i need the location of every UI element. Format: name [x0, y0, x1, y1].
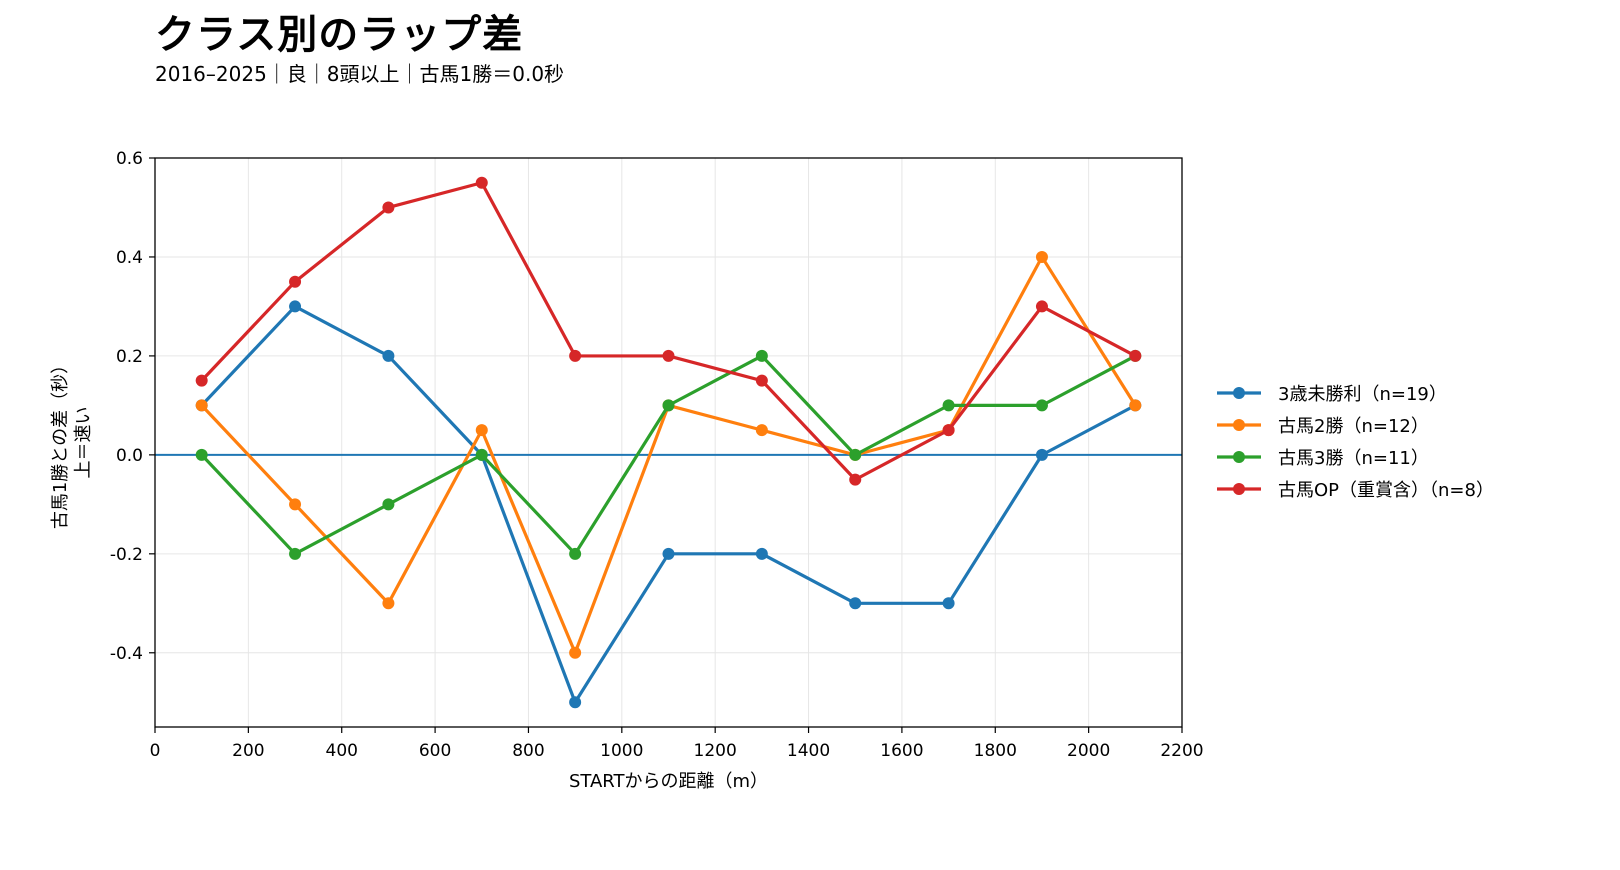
- data-point: [755, 349, 768, 362]
- chart-title: クラス別のラップ差: [155, 12, 524, 58]
- x-tick-label: 1600: [880, 741, 923, 761]
- data-point: [289, 300, 302, 313]
- data-point: [942, 399, 955, 412]
- x-tick-label: 1200: [694, 741, 737, 761]
- data-point: [942, 597, 955, 610]
- y-axis-label-note: 上＝速い: [73, 407, 94, 479]
- y-axis-label: 古馬1勝との差（秒）: [50, 356, 71, 529]
- data-point: [662, 399, 675, 412]
- x-tick-label: 800: [512, 741, 544, 761]
- y-tick-label: -0.4: [110, 644, 143, 664]
- legend-marker: [1233, 483, 1245, 495]
- data-point: [1035, 250, 1048, 263]
- x-axis-label: STARTからの距離（m）: [569, 771, 768, 792]
- data-point: [195, 374, 208, 387]
- data-point: [755, 547, 768, 560]
- data-point: [1035, 448, 1048, 461]
- x-tick-label: 1800: [974, 741, 1017, 761]
- y-tick-label: 0.4: [116, 248, 143, 268]
- series-4: [195, 176, 1142, 486]
- data-point: [1035, 300, 1048, 313]
- data-point: [195, 448, 208, 461]
- x-tick-label: 2200: [1160, 741, 1203, 761]
- data-point: [662, 547, 675, 560]
- legend-label: 古馬2勝（n=12）: [1278, 416, 1429, 437]
- data-point: [569, 349, 582, 362]
- series-1: [195, 300, 1142, 709]
- series-group: [195, 176, 1142, 709]
- data-point: [1129, 349, 1142, 362]
- ticks: 0 200 400 600 800 1000 1200 1400 1600 1800 2000 220…: [110, 149, 1204, 761]
- data-point: [942, 424, 955, 437]
- legend: 3歳未勝利（n=19） 古馬2勝（n=12） 古馬3勝（n=11） 古馬OP（重賞含）…: [1217, 384, 1494, 501]
- grid: [154, 157, 1183, 727]
- data-point: [195, 399, 208, 412]
- y-tick-label: 0.0: [116, 446, 143, 466]
- plot-frame: [154, 157, 1183, 728]
- data-point: [662, 349, 675, 362]
- chart-subtitle: 2016–2025｜良｜8頭以上｜古馬1勝＝0.0秒: [155, 62, 565, 86]
- y-tick-label: 0.6: [116, 149, 143, 169]
- data-point: [382, 498, 395, 511]
- data-point: [1035, 399, 1048, 412]
- x-tick-label: 1000: [600, 741, 643, 761]
- data-point: [475, 448, 488, 461]
- data-point: [755, 424, 768, 437]
- series-3: [195, 349, 1142, 560]
- legend-item: 3歳未勝利（n=19）: [1217, 384, 1447, 405]
- data-point: [849, 448, 862, 461]
- legend-item: 古馬OP（重賞含）（n=8）: [1217, 480, 1494, 501]
- data-point: [475, 424, 488, 437]
- data-point: [289, 547, 302, 560]
- legend-label: 3歳未勝利（n=19）: [1278, 384, 1447, 405]
- legend-label: 古馬3勝（n=11）: [1278, 448, 1429, 469]
- data-point: [382, 201, 395, 214]
- y-tick-label: 0.2: [116, 347, 143, 367]
- x-tick-label: 600: [419, 741, 451, 761]
- data-point: [849, 473, 862, 486]
- legend-item: 古馬3勝（n=11）: [1217, 448, 1429, 469]
- legend-marker: [1233, 419, 1245, 431]
- legend-marker: [1233, 451, 1245, 463]
- legend-item: 古馬2勝（n=12）: [1217, 416, 1429, 437]
- data-point: [569, 646, 582, 659]
- x-tick-label: 1400: [787, 741, 830, 761]
- data-point: [382, 597, 395, 610]
- x-tick-label: 400: [326, 741, 358, 761]
- data-point: [475, 176, 488, 189]
- y-tick-label: -0.2: [110, 545, 143, 565]
- data-point: [289, 498, 302, 511]
- data-point: [569, 696, 582, 709]
- data-point: [569, 547, 582, 560]
- data-point: [382, 349, 395, 362]
- data-point: [1129, 399, 1142, 412]
- x-tick-label: 200: [232, 741, 264, 761]
- data-point: [755, 374, 768, 387]
- x-tick-label: 2000: [1067, 741, 1110, 761]
- data-point: [849, 597, 862, 610]
- data-point: [289, 275, 302, 288]
- legend-label: 古馬OP（重賞含）（n=8）: [1278, 480, 1494, 501]
- x-tick-label: 0: [150, 741, 161, 761]
- legend-marker: [1233, 387, 1245, 399]
